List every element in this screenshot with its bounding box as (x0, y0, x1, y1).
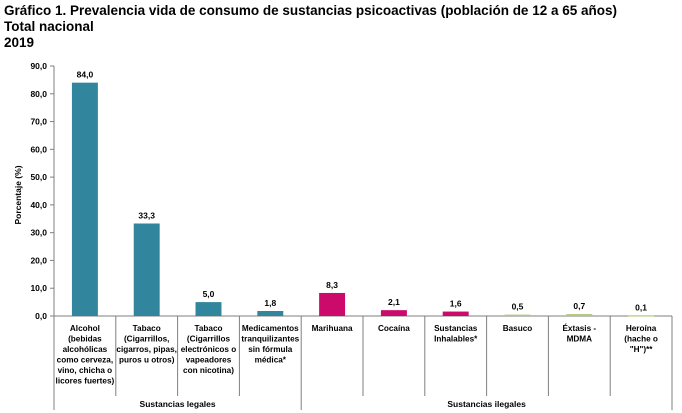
x-tick-label: Sustancias (434, 324, 478, 333)
bar (195, 302, 222, 316)
x-tick-label: (Cigarrillos, (124, 335, 170, 344)
x-tick-label: puros u otros) (119, 356, 175, 365)
bar (71, 82, 98, 317)
bar (504, 314, 531, 316)
bar (319, 292, 346, 316)
x-tick-label: Basuco (503, 324, 533, 333)
y-axis-title: Porcentaje (%) (13, 165, 23, 224)
y-tick-label: 40,0 (30, 200, 47, 210)
x-tick-label: Alcohol (70, 324, 100, 333)
y-tick-label: 0,0 (35, 311, 47, 321)
x-tick-label: licores fuertes) (56, 377, 115, 386)
x-tick-label: sin fórmula (248, 345, 293, 354)
x-tick-label: MDMA (567, 335, 593, 344)
x-tick-label: como cerveza, (57, 356, 113, 365)
data-label: 5,0 (203, 289, 215, 299)
x-tick-label: Tabaco (133, 324, 161, 333)
x-tick-label: Cocaína (378, 324, 410, 333)
x-tick-label: vino, chicha o (58, 366, 113, 375)
chart-year: 2019 (4, 35, 35, 50)
bar (442, 311, 469, 316)
bar (628, 315, 655, 317)
bar (133, 223, 160, 316)
y-tick-label: 60,0 (30, 144, 47, 154)
x-tick-label: alcohólicas (63, 345, 108, 354)
x-tick-label: médica* (255, 356, 287, 365)
x-tick-label: tranquilizantes (241, 335, 299, 344)
chart-subtitle: Total nacional (4, 19, 94, 34)
x-tick-label: Marihuana (312, 324, 353, 333)
x-tick-label: Heroína (626, 324, 657, 333)
x-tick-label: (bebidas (68, 335, 102, 344)
y-tick-label: 10,0 (30, 283, 47, 293)
x-tick-label: Éxtasis - (562, 323, 596, 333)
data-label: 1,8 (264, 298, 276, 308)
group-label-illegal: Sustancias ilegales (447, 399, 526, 409)
data-label: 8,3 (326, 280, 338, 290)
x-tick-label: vapeadores (186, 356, 232, 365)
x-tick-label: Medicamentos (242, 324, 299, 333)
data-label: 84,0 (77, 70, 94, 80)
chart-title: Gráfico 1. Prevalencia vida de consumo d… (4, 3, 617, 18)
y-tick-label: 70,0 (30, 117, 47, 127)
x-tick-label: Inhalables* (434, 335, 478, 344)
x-tick-label: "H")** (630, 345, 654, 354)
x-tick-label: (Cigarrillos (187, 335, 231, 344)
y-tick-label: 80,0 (30, 89, 47, 99)
chart-title-block: Gráfico 1. Prevalencia vida de consumo d… (4, 3, 617, 51)
data-label: 1,6 (450, 299, 462, 309)
bar (380, 310, 407, 316)
data-label: 0,5 (512, 302, 524, 312)
data-label: 33,3 (138, 211, 155, 221)
data-label: 0,1 (635, 303, 647, 313)
group-label-legal: Sustancias legales (140, 399, 216, 409)
data-label: 0,7 (573, 301, 585, 311)
x-tick-label: con nicotina) (183, 366, 234, 375)
x-tick-label: cigarros, pipas, (116, 345, 177, 354)
x-tick-label: Tabaco (194, 324, 222, 333)
data-label: 2,1 (388, 297, 400, 307)
y-tick-label: 30,0 (30, 228, 47, 238)
x-tick-label: (hache o (624, 335, 658, 344)
y-tick-label: 20,0 (30, 255, 47, 265)
y-tick-label: 50,0 (30, 172, 47, 182)
x-tick-label: electrónicos o (181, 345, 237, 354)
y-tick-label: 90,0 (30, 61, 47, 71)
bar (566, 314, 593, 316)
bar (257, 311, 284, 316)
